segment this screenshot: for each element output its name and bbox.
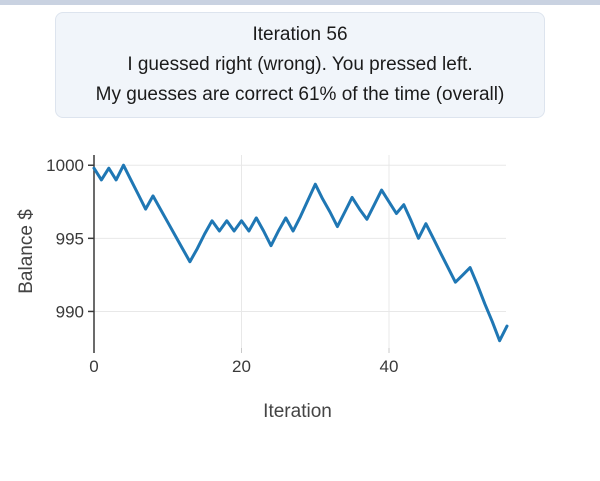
- y-tick-label: 990: [56, 302, 84, 321]
- guess-result-text: I guessed right (wrong). You pressed lef…: [127, 54, 473, 75]
- top-accent-strip: [0, 0, 600, 5]
- y-tick-label: 995: [56, 229, 84, 248]
- balance-chart: 1000 995 990 0 20 40 Iteration Balance $: [0, 130, 600, 430]
- accuracy-summary-text: My guesses are correct 61% of the time (…: [95, 84, 505, 105]
- balance-line-chart-svg: 1000 995 990 0 20 40 Iteration Balance $: [16, 155, 509, 422]
- game-status-panel: Iteration 56 I guessed right (wrong). Yo…: [55, 12, 545, 118]
- x-tick-label: 40: [380, 357, 399, 376]
- y-axis-title: Balance $: [16, 209, 37, 294]
- iteration-counter-text: Iteration 56: [252, 24, 348, 45]
- x-tick-label: 20: [232, 357, 251, 376]
- balance-data-line: [92, 163, 509, 343]
- x-tick-label: 0: [89, 357, 98, 376]
- x-axis-title: Iteration: [263, 401, 332, 422]
- y-tick-label: 1000: [46, 156, 84, 175]
